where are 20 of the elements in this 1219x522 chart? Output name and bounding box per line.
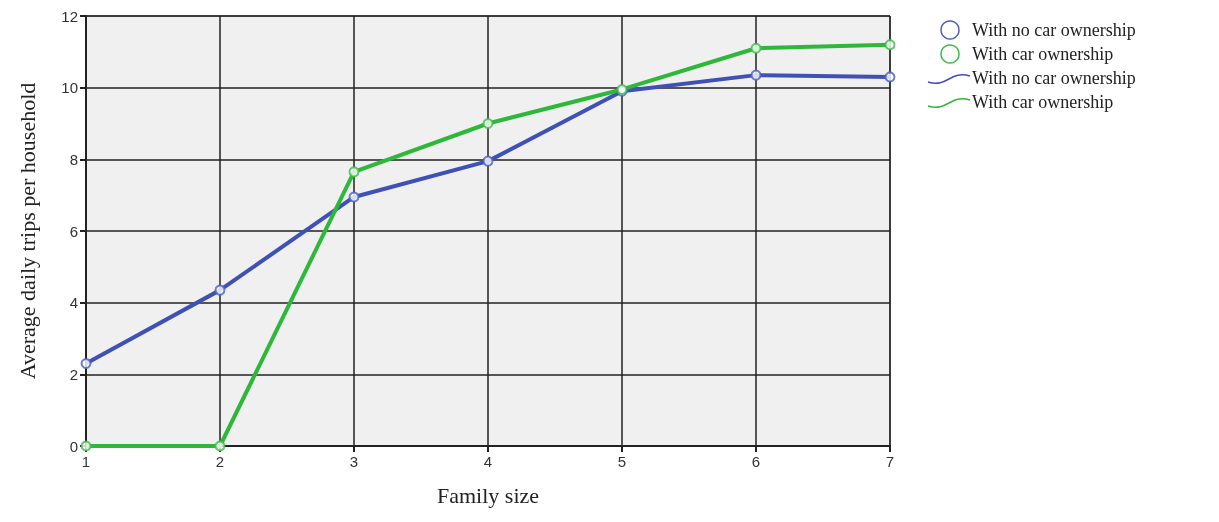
x-tick-label: 6 bbox=[751, 453, 761, 470]
x-tick-label: 3 bbox=[349, 453, 359, 470]
y-axis-title: Average daily trips per household bbox=[14, 82, 40, 380]
x-tick-label: 7 bbox=[885, 453, 895, 470]
legend-label: With no car ownership bbox=[972, 20, 1136, 40]
x-tick-label: 1 bbox=[81, 453, 91, 470]
legend-label: With car ownership bbox=[972, 92, 1114, 112]
y-tick-label: 2 bbox=[69, 365, 78, 383]
x-tick-label: 5 bbox=[617, 453, 627, 470]
y-tick-label: 4 bbox=[69, 294, 78, 312]
y-tick-label: 12 bbox=[61, 7, 78, 25]
y-tick-label: 0 bbox=[69, 437, 78, 455]
y-tick-label: 10 bbox=[61, 79, 78, 97]
x-tick-label: 2 bbox=[215, 453, 225, 470]
y-tick-label: 6 bbox=[69, 222, 78, 240]
x-tick-label: 4 bbox=[483, 453, 493, 470]
x-axis-title: Family size bbox=[436, 482, 540, 508]
y-tick-label: 8 bbox=[69, 150, 78, 168]
legend-label: With car ownership bbox=[972, 44, 1114, 64]
legend-label: With no car ownership bbox=[972, 68, 1136, 88]
